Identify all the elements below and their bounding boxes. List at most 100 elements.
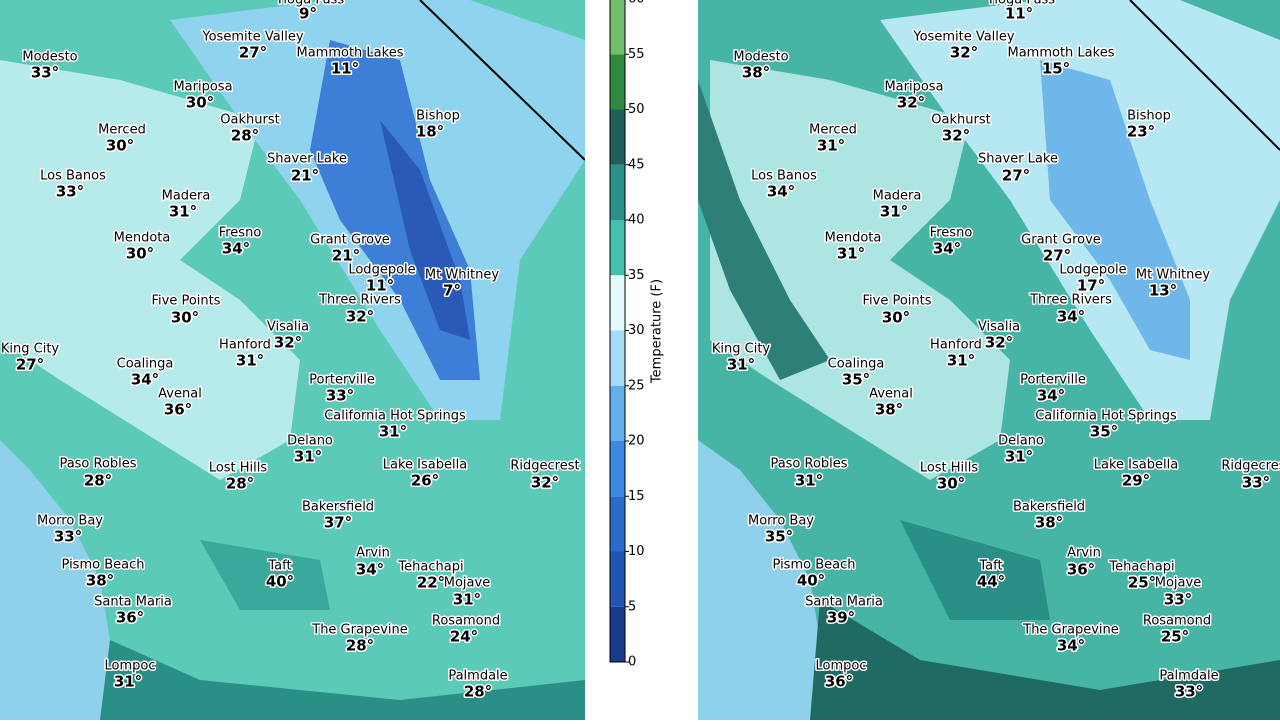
city-temperature: 38° <box>1035 514 1063 532</box>
city-name: Tehachapi <box>397 560 463 575</box>
city-name: Grant Grove <box>310 233 390 248</box>
city-temperature: 31° <box>1005 448 1033 466</box>
city-temperature: 32° <box>950 44 978 62</box>
city-temperature: 31° <box>169 203 197 221</box>
city-name: The Grapevine <box>1022 623 1119 638</box>
city-name: Grant Grove <box>1021 233 1101 248</box>
city-temperature: 37° <box>324 514 352 532</box>
city-temperature: 32° <box>274 334 302 352</box>
city-temperature: 40° <box>797 572 825 590</box>
city-name: Ridgecrest <box>510 459 579 474</box>
city-temperature: 31° <box>453 591 481 609</box>
city-name: Five Points <box>151 294 220 309</box>
city-name: Pismo Beach <box>62 558 145 573</box>
city-name: Lost Hills <box>920 461 979 476</box>
city-name: Lodgepole <box>1059 263 1126 278</box>
city-name: Taft <box>978 559 1002 574</box>
city-name: Rosamond <box>432 614 500 629</box>
city-temperature: 34° <box>1057 308 1085 326</box>
city-name: Mojave <box>444 576 490 591</box>
city-name: Bakersfield <box>1013 500 1085 515</box>
city-name: Three Rivers <box>1029 293 1112 308</box>
city-temperature: 35° <box>1090 423 1118 441</box>
city-temperature: 30° <box>937 475 965 493</box>
city-temperature: 31° <box>817 137 845 155</box>
city-temperature: 34° <box>767 183 795 201</box>
city-name: Yosemite Valley <box>912 30 1015 45</box>
city-name: Delano <box>287 434 333 449</box>
city-temperature: 11° <box>366 277 394 295</box>
city-temperature: 31° <box>727 356 755 374</box>
city-temperature: 36° <box>1067 561 1095 579</box>
city-temperature: 38° <box>875 401 903 419</box>
city-temperature: 11° <box>1005 5 1033 23</box>
city-name: Merced <box>98 123 146 138</box>
city-name: Tioga Pass <box>275 0 344 8</box>
colorbar-tick-label: 25 <box>628 378 645 393</box>
city-temperature: 23° <box>1127 123 1155 141</box>
city-temperature: 36° <box>825 673 853 691</box>
colorbar-tick-label: 35 <box>628 268 645 283</box>
city-name: Pismo Beach <box>773 558 856 573</box>
city-name: Fresno <box>930 226 973 241</box>
city-temperature: 34° <box>1057 637 1085 655</box>
city-temperature: 27° <box>239 44 267 62</box>
city-name: Paso Robles <box>59 457 136 472</box>
city-name: Tioga Pass <box>986 0 1055 8</box>
city-name: Shaver Lake <box>267 152 347 167</box>
city-temperature: 38° <box>742 64 770 82</box>
colorbar-tick-label: 60 <box>628 0 645 7</box>
city-name: Madera <box>162 189 211 204</box>
colorbar-tick-label: 40 <box>628 213 645 228</box>
city-temperature: 33° <box>54 528 82 546</box>
colorbar-band <box>610 275 625 331</box>
city-temperature: 36° <box>164 401 192 419</box>
city-temperature: 34° <box>933 240 961 258</box>
city-temperature: 31° <box>294 448 322 466</box>
city-temperature: 31° <box>837 245 865 263</box>
city-name: Arvin <box>1067 546 1101 561</box>
city-name: Rosamond <box>1143 614 1211 629</box>
city-name: Lompoc <box>816 659 867 674</box>
city-name: Modesto <box>733 50 788 65</box>
city-temperature: 29° <box>1122 472 1150 490</box>
city-name: Mendota <box>825 231 882 246</box>
city-name: Delano <box>998 434 1044 449</box>
city-name: Bakersfield <box>302 500 374 515</box>
city-name: Ridgecrest <box>1221 459 1280 474</box>
city-temperature: 33° <box>56 183 84 201</box>
city-name: Lost Hills <box>209 461 268 476</box>
city-name: Palmdale <box>448 669 507 684</box>
colorbar-band <box>610 109 625 165</box>
city-name: Santa Maria <box>94 595 172 610</box>
city-temperature: 31° <box>236 352 264 370</box>
city-temperature: 21° <box>332 247 360 265</box>
city-name: Morro Bay <box>748 514 814 529</box>
city-temperature: 18° <box>416 123 444 141</box>
city-name: Morro Bay <box>37 514 103 529</box>
colorbar-frame <box>609 0 626 663</box>
colorbar-label: Temperature (F) <box>650 279 665 384</box>
city-name: Oakhurst <box>220 113 279 128</box>
city-name: Mojave <box>1155 576 1201 591</box>
city-name: Lake Isabella <box>383 458 467 473</box>
city-temperature: 34° <box>131 371 159 389</box>
city-name: Santa Maria <box>805 595 883 610</box>
colorbar-band <box>610 0 625 55</box>
city-temperature: 36° <box>116 609 144 627</box>
colorbar-band <box>610 220 625 276</box>
city-name: Palmdale <box>1159 669 1218 684</box>
city-temperature: 26° <box>411 472 439 490</box>
city-temperature: 30° <box>106 137 134 155</box>
city-temperature: 17° <box>1077 277 1105 295</box>
city-name: King City <box>712 342 771 357</box>
city-name: California Hot Springs <box>324 409 466 424</box>
city-temperature: 28° <box>226 475 254 493</box>
city-name: Paso Robles <box>770 457 847 472</box>
city-temperature: 39° <box>827 609 855 627</box>
colorbar-band <box>610 164 625 220</box>
colorbar-band <box>610 496 625 552</box>
city-temperature: 32° <box>985 334 1013 352</box>
